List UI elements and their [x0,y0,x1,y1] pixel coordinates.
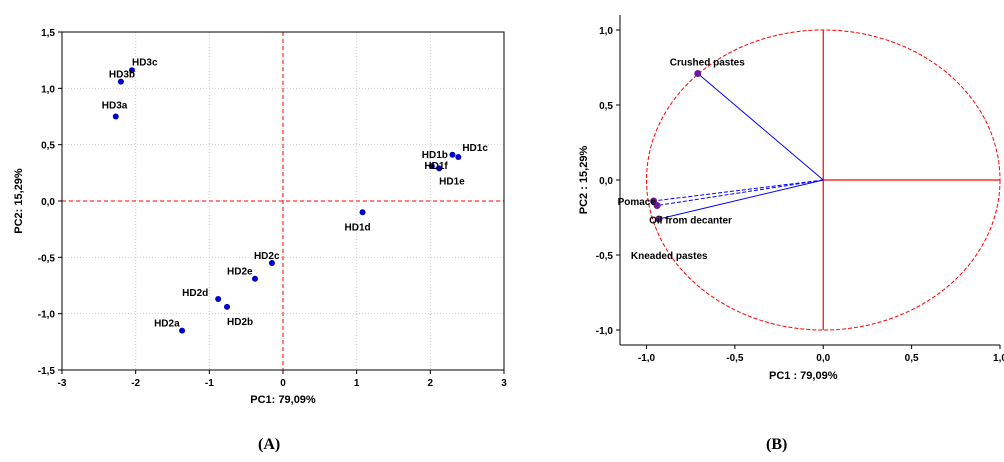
y-tick-label: 1,0 [41,84,55,95]
y-tick-label: 0,0 [599,176,613,187]
y-tick-label: -1,5 [38,366,56,377]
y-tick-label: 0,0 [41,197,55,208]
x-tick-label: 3 [501,378,507,389]
x-tick-label: -1,0 [638,353,656,364]
point-label-hd1b: HD1b [422,150,448,161]
point-label-hd2e: HD2e [227,267,253,278]
y-tick-label: 1,5 [41,28,55,39]
point-hd1b [428,163,435,170]
vector-label-kneaded-pastes: Kneaded pastes [631,251,708,262]
vector-crushed-pastes [697,73,824,181]
point-hd1f [449,151,456,158]
x-tick-label: 0 [280,378,286,389]
panel-b-loading-plot: Crushed pastes Pomace Oil from decanter Kne… [565,0,1004,385]
y-tick-label: -1,0 [596,326,614,337]
y-axis-label: PC2 : 15,29% [578,146,590,215]
point-label-hd2b: HD2b [227,317,253,328]
panel-a-score-plot: -3 -2 -1 0 1 2 3 1,5 1,0 0,5 0,0 -0,5 -1,0 -1,5 PC1: 7… [0,0,530,415]
vector-point-kneaded-pastes [655,215,663,223]
vector-point-crushed-pastes [694,70,702,77]
y-tick-label: -1,0 [38,310,56,321]
point-label-hd1d: HD1d [345,222,371,233]
vector-pomace [653,179,824,202]
panel-a-caption: (A) [258,436,281,453]
panel-b-caption: (B) [766,436,788,453]
point-label-hd1f: HD1f [424,161,448,172]
panel-background [565,0,1004,385]
x-tick-label: -2 [131,378,140,389]
x-tick-label: -0,5 [726,353,744,364]
point-hd3c [128,67,135,74]
x-tick-label: 2 [428,378,434,389]
point-hd1e [436,165,443,172]
point-label-hd1c: HD1c [462,143,488,154]
y-tick-label: -0,5 [38,253,56,264]
point-label-hd2d: HD2d [182,288,208,299]
y-tick-label: 0,5 [599,101,613,112]
point-hd1d [359,209,366,216]
x-axis-label: PC1: 79,09% [250,394,316,406]
point-label-hd3a: HD3a [102,101,128,112]
y-axis-label: PC2: 15,29% [13,168,25,234]
point-label-hd2a: HD2a [154,319,180,330]
chart-a-svg: -3 -2 -1 0 1 2 3 1,5 1,0 0,5 0,0 -0,5 -1,0 -1,5 PC1: 7… [13,28,507,406]
x-tick-label: 1,0 [993,353,1004,364]
x-tick-label: -3 [58,378,67,389]
point-hd2a [179,327,186,334]
point-hd3a [112,113,119,120]
y-tick-label: -0,5 [596,251,614,262]
vector-label-crushed-pastes: Crushed pastes [670,58,745,69]
point-hd2e [252,275,259,282]
point-hd1c [455,154,462,161]
x-tick-label: 0,5 [905,353,919,364]
vector-label-oil-from-decanter: Oil from decanter [649,216,732,227]
point-hd2d [215,296,222,303]
x-tick-label: -1 [205,378,214,389]
point-label-hd3b: HD3b [109,70,135,81]
vector-oil-from-decanter [657,179,824,206]
x-axis-label: PC1 : 79,09% [769,370,838,382]
point-label-hd3c: HD3c [132,57,158,68]
point-label-hd1e: HD1e [439,176,465,187]
point-label-hd2c: HD2c [254,251,280,262]
point-hd2b [224,303,231,310]
point-hd2c [268,259,275,266]
vector-kneaded-pastes [658,179,824,220]
y-tick-label: 1,0 [599,26,613,37]
y-tick-label: 0,5 [41,141,55,152]
x-tick-label: 0,0 [816,353,830,364]
x-tick-label: 1 [354,378,360,389]
vector-label-pomace: Pomace [618,197,657,208]
vector-point-oil-from-decanter [653,202,661,209]
chart-b-svg: Crushed pastes Pomace Oil from decanter Kne… [565,0,1004,385]
point-hd3b [117,78,124,85]
